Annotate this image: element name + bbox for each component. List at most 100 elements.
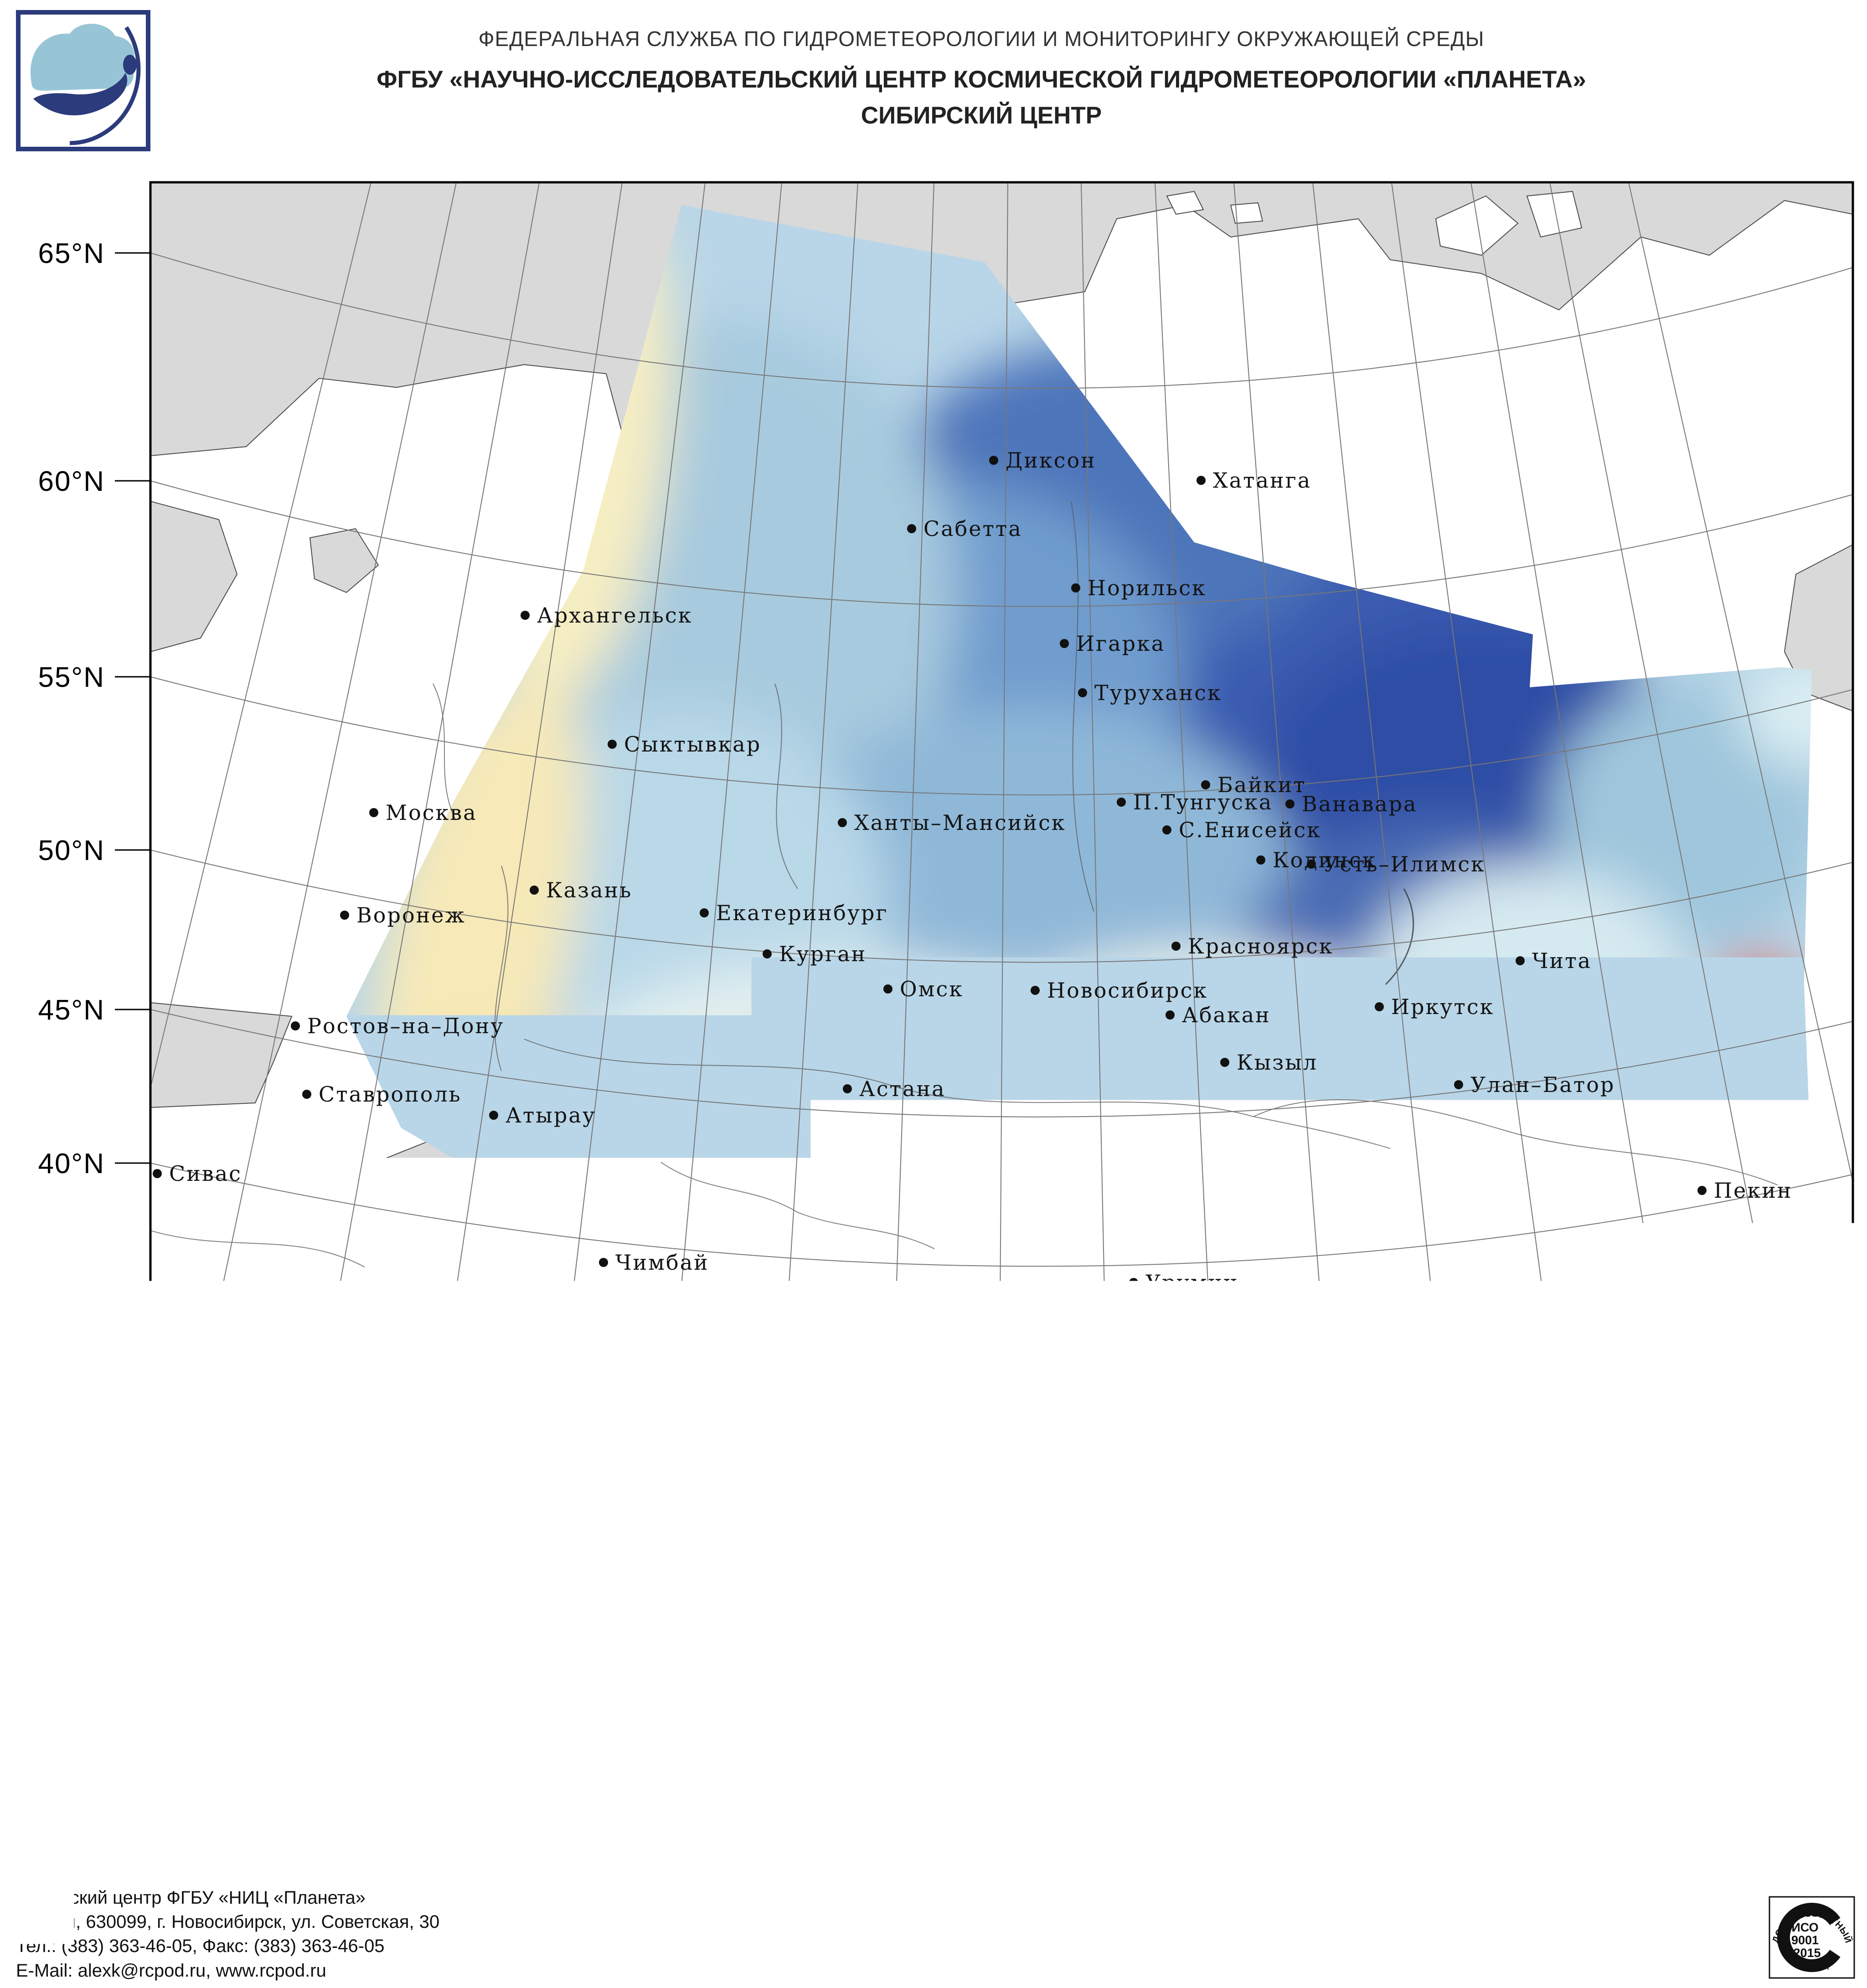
city-marker: Душанбе [753,1401,880,1426]
city-dot [1201,780,1210,789]
city-dot [989,456,998,465]
colorbar-tick [815,1850,819,1861]
iso-center-line3: -2015 [1789,1946,1821,1960]
longitude-label: 105°E [1532,1575,1614,1606]
city-dot [1516,956,1525,965]
city-label: Диксон [1006,448,1096,473]
colorbar-tick [181,1850,185,1861]
city-marker: Диксон [989,448,1096,473]
longitude-label: 90°E [1186,1575,1251,1606]
colorbar-tick [391,1850,395,1861]
iso-9001-badge: ДОБРОСОВЕСТНЫЙ ПОСТАВЩИК ИСО 9001 -2015 [1769,1896,1855,1979]
city-marker: Бишкек [880,1300,992,1324]
city-label: Кызыл [1237,1050,1318,1075]
satellite-line-1: NOAA20 / ATMS [1545,1856,1681,1877]
city-dot [1078,688,1087,697]
colorbar-value-label: 7 [1020,1869,1035,1900]
city-dot [521,611,530,620]
city-marker: Ашхабад [538,1373,662,1398]
footer-org-line: Сибирский центр ФГБУ «НИЦ «Планета» [16,1886,439,1910]
latitude-label: 55°N [38,662,105,693]
city-label: Урумчи [1145,1270,1239,1295]
city-dot [1697,1186,1707,1195]
footer-email-line: E-Mail: alexk@rcpod.ru, www.rcpod.ru [16,1959,439,1983]
datetime-line: 17.10.2025 00:00 GMT [801,1941,1186,1973]
city-dot [340,911,349,920]
city-label: Астана [859,1076,946,1101]
city-dot [1375,1002,1384,1011]
city-dot [1197,476,1206,485]
city-dot [291,1021,300,1030]
city-label: С.Енисейск [1179,818,1321,842]
city-label: Байкит [1217,773,1306,797]
colorbar-value-label: -4 [593,1869,619,1900]
city-dot [907,524,916,533]
city-label: Екатеринбург [716,901,888,925]
city-dot [380,1391,389,1400]
city-label: Ставрополь [319,1082,462,1107]
city-dot [608,740,617,749]
spectral-range-line: Спектральный диапазон: 23.8 - 183.3 ГГц [801,1909,1186,1941]
city-dot [700,908,709,917]
city-dot [599,1258,608,1267]
city-marker: Ханты–Мансийск [838,810,1066,835]
city-marker: Новосибирск [1031,978,1208,1003]
city-marker: Красноярск [1171,934,1334,958]
city-label: Норильск [1088,576,1207,600]
footer-address-line: Россия, 630099, г. Новосибирск, ул. Сове… [16,1910,439,1934]
city-marker: Тегеран [380,1383,495,1408]
city-dot [1060,639,1069,648]
city-dot [1307,860,1316,869]
city-marker: Ростов–на–Дону [291,1014,504,1038]
iso-center-line2: 9001 [1791,1933,1819,1947]
city-label: Ванавара [1302,792,1418,816]
city-dot [1117,798,1126,807]
longitude-label: 75°E [856,1575,921,1606]
city-label: Атырау [505,1103,596,1128]
iso-center-line1: ИСО [1791,1921,1818,1934]
footer-product-info: Спектральный диапазон: 23.8 - 183.3 ГГц … [801,1909,1186,1974]
city-marker: Улан–Батор [1454,1072,1615,1097]
city-label: Чимбай [615,1250,709,1275]
city-label: Бишкек [897,1300,992,1324]
temperature-map-scene: 65°N60°N55°N50°N45°N40°N35°N30°N45°E 60°E… [0,0,1867,1988]
city-label: Пекин [1714,1178,1792,1203]
city-dot [1256,855,1265,865]
latitude-label: 35°N [38,1298,105,1330]
header-institute-line: ФГБУ «НАУЧНО-ИССЛЕДОВАТЕЛЬСКИЙ ЦЕНТР КОС… [96,66,1867,93]
city-label: Курган [779,942,866,966]
city-dot [369,808,378,817]
city-dot [1220,1058,1229,1067]
city-marker: Хатанга [1197,468,1311,493]
city-label: Тегеран [396,1383,495,1408]
satellite-source-block: NOAA20 / ATMS NOAA21 / ATMS [1545,1856,1681,1899]
city-marker: Иркутск [1375,994,1494,1019]
city-marker: Москва [369,800,477,825]
latitude-label: 30°N [38,1448,105,1479]
latitude-label: 45°N [38,994,105,1026]
satellite-line-2: NOAA21 / ATMS [1545,1877,1681,1899]
city-dot [1031,986,1040,995]
city-marker: Туруханск [1078,680,1222,705]
city-dot [1162,825,1171,834]
city-label: Сабетта [923,516,1022,541]
city-marker: С.Енисейск [1162,818,1321,842]
city-marker: Ванавара [1285,792,1418,816]
city-marker: Сабетта [907,516,1022,541]
city-label: Ростов–на–Дону [307,1014,504,1038]
city-marker: Архангельск [521,603,692,628]
footer-phone-line: Тел.: (383) 363-46-05, Факс: (383) 363-4… [16,1934,439,1958]
city-dot [153,1169,162,1178]
city-label: Казань [546,878,632,902]
latitude-label: 40°N [38,1148,105,1179]
latitude-label: 65°N [38,238,105,269]
city-dot [1166,1010,1175,1020]
city-marker: Усть–Илимск [1307,852,1485,876]
city-dot [883,984,892,994]
city-marker: Чимбай [599,1250,709,1275]
header: ФЕДЕРАЛЬНАЯ СЛУЖБА ПО ГИДРОМЕТЕОРОЛОГИИ … [96,26,1867,129]
city-label: Москва [386,800,477,825]
city-label: Хатанга [1213,468,1311,493]
city-label: Ашхабад [555,1373,662,1398]
city-dot [489,1111,498,1120]
